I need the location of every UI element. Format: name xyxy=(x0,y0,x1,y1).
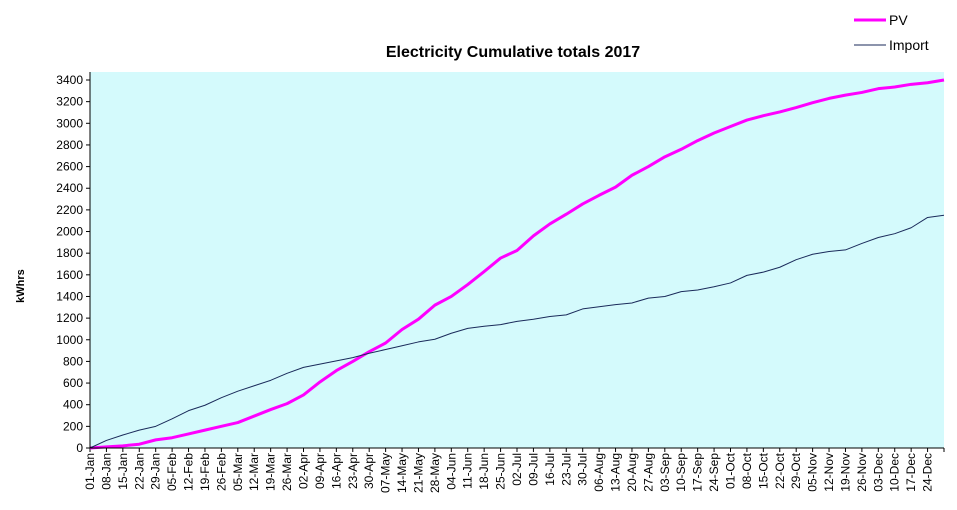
x-tick-label: 14-May xyxy=(395,453,409,493)
x-tick-label: 30-Apr xyxy=(362,453,376,489)
x-tick-label: 02-Jul xyxy=(510,453,524,486)
x-tick-label: 03-Sep xyxy=(658,453,672,492)
x-tick-label: 26-Nov xyxy=(855,453,869,492)
x-tick-label: 30-Jul xyxy=(576,453,590,486)
y-tick-label: 0 xyxy=(76,441,83,455)
x-tick-label: 21-May xyxy=(411,453,425,493)
x-tick-label: 23-Jul xyxy=(559,453,573,486)
y-tick-label: 1200 xyxy=(56,311,83,325)
x-tick-label: 16-Jul xyxy=(543,453,557,486)
x-tick-label: 05-Feb xyxy=(165,453,179,491)
x-tick-label: 10-Dec xyxy=(888,453,902,492)
y-tick-label: 2600 xyxy=(56,160,83,174)
x-tick-label: 12-Feb xyxy=(182,453,196,491)
y-tick-label: 600 xyxy=(63,376,83,390)
x-tick-label: 18-Jun xyxy=(477,453,491,490)
x-tick-label: 01-Oct xyxy=(724,452,738,489)
x-tick-label: 06-Aug xyxy=(592,453,606,492)
x-tick-label: 12-Mar xyxy=(247,453,261,491)
series-line-pv xyxy=(89,78,945,450)
x-tick-label: 19-Feb xyxy=(198,453,212,491)
y-tick-label: 2800 xyxy=(56,138,83,152)
x-tick-label: 19-Nov xyxy=(838,453,852,492)
x-tick-label: 07-May xyxy=(379,453,393,493)
x-tick-label: 09-Apr xyxy=(313,453,327,489)
x-tick-label: 02-Apr xyxy=(297,453,311,489)
x-tick-label: 15-Jan xyxy=(116,453,130,490)
x-tick-label: 08-Oct xyxy=(740,452,754,489)
x-tick-label: 13-Aug xyxy=(609,453,623,492)
legend: PV Import xyxy=(854,12,929,53)
y-tick-label: 3200 xyxy=(56,95,83,109)
x-tick-label: 16-Apr xyxy=(329,453,343,489)
x-axis: 01-Jan 08-Jan 15-Jan 22-Jan 29-Jan 05-Feb 12-F… xyxy=(83,448,945,493)
x-tick-label: 03-Dec xyxy=(871,453,885,492)
series-line-import xyxy=(89,214,945,449)
legend-import-label: Import xyxy=(889,37,929,53)
x-tick-label: 24-Sep xyxy=(707,453,721,492)
x-tick-label: 28-May xyxy=(428,453,442,493)
x-tick-label: 23-Apr xyxy=(346,453,360,489)
chart-title: Electricity Cumulative totals 2017 xyxy=(386,44,640,61)
x-tick-label: 29-Jan xyxy=(149,453,163,490)
y-tick-label: 1000 xyxy=(56,333,83,347)
x-tick-label: 22-Oct xyxy=(773,452,787,489)
x-tick-label: 20-Aug xyxy=(625,453,639,492)
x-tick-label: 26-Mar xyxy=(280,453,294,491)
x-tick-label: 17-Sep xyxy=(691,453,705,492)
x-tick-label: 25-Jun xyxy=(494,453,508,490)
y-tick-label: 3400 xyxy=(56,73,83,87)
x-tick-label: 11-Jun xyxy=(461,453,475,489)
y-tick-label: 800 xyxy=(63,354,83,368)
x-tick-label: 01-Jan xyxy=(83,453,97,490)
y-tick-label: 400 xyxy=(63,398,83,412)
x-tick-label: 19-Mar xyxy=(264,453,278,491)
y-tick-label: 2400 xyxy=(56,181,83,195)
x-tick-label: 17-Dec xyxy=(904,453,918,492)
x-tick-label: 26-Feb xyxy=(214,453,228,491)
y-tick-label: 1400 xyxy=(56,289,83,303)
series-layer xyxy=(89,78,945,450)
x-tick-label: 22-Jan xyxy=(132,453,146,490)
legend-pv-label: PV xyxy=(889,12,908,28)
x-tick-label: 27-Aug xyxy=(641,453,655,492)
x-tick-label: 08-Jan xyxy=(99,453,113,490)
y-tick-label: 3000 xyxy=(56,116,83,130)
y-axis-label: kWhrs xyxy=(15,269,27,303)
y-tick-label: 1800 xyxy=(56,246,83,260)
y-axis: 0 200 400 600 800 1000 1200 1400 1600 1800 2000 220… xyxy=(56,73,90,455)
x-tick-label: 29-Oct xyxy=(789,452,803,489)
x-tick-label: 04-Jun xyxy=(444,453,458,490)
y-tick-label: 1600 xyxy=(56,268,83,282)
plot-area xyxy=(90,72,944,448)
x-tick-label: 05-Mar xyxy=(231,453,245,491)
x-tick-label: 05-Nov xyxy=(806,453,820,492)
y-tick-label: 200 xyxy=(63,419,83,433)
y-tick-label: 2000 xyxy=(56,225,83,239)
x-tick-label: 15-Oct xyxy=(756,452,770,489)
x-tick-label: 10-Sep xyxy=(674,453,688,492)
x-tick-label: 12-Nov xyxy=(822,453,836,492)
x-tick-label: 24-Dec xyxy=(921,453,935,492)
y-tick-label: 2200 xyxy=(56,203,83,217)
x-tick-label: 09-Jul xyxy=(526,453,540,486)
